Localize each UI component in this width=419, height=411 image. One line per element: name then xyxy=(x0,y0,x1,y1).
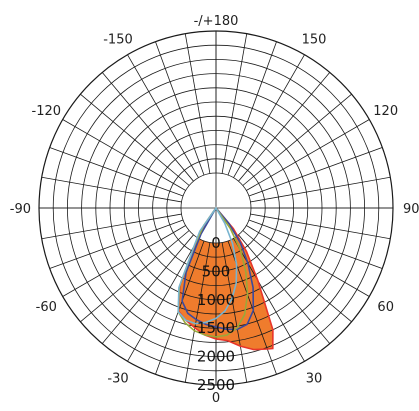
radial-tick-label: 0 xyxy=(211,234,221,252)
grid-spoke xyxy=(101,234,194,344)
grid-spoke xyxy=(248,219,383,269)
grid-spoke xyxy=(80,230,190,323)
angle-tick-label: 30 xyxy=(306,372,323,387)
angle-tick-label: 150 xyxy=(302,32,327,47)
grid-spoke xyxy=(250,176,391,203)
grid-spoke xyxy=(127,54,199,178)
grid-spoke xyxy=(233,54,305,178)
radial-tick-label: 2000 xyxy=(197,348,235,366)
angle-tick-label: -120 xyxy=(32,104,62,119)
grid-spoke xyxy=(62,119,186,191)
grid-spoke xyxy=(49,219,184,269)
series-2-line xyxy=(181,206,255,331)
radial-tick-label: 2500 xyxy=(197,376,235,394)
radial-tick-label: 1500 xyxy=(197,319,235,337)
grid-spoke xyxy=(242,230,352,323)
angle-labels: 0 30 60 90 120 150 -/+180 -150 -120 -90 -60 -30 xyxy=(10,14,419,406)
angle-tick-label: -30 xyxy=(107,372,128,387)
grid-spoke xyxy=(246,119,370,191)
grid-spoke xyxy=(184,33,211,174)
angle-tick-label: -150 xyxy=(103,32,133,47)
angle-tick-label: 60 xyxy=(377,300,394,315)
grid-spoke xyxy=(238,72,331,182)
grid-spoke xyxy=(127,238,199,362)
grid-spoke xyxy=(238,234,331,344)
grid-spoke xyxy=(184,242,211,383)
series-4-line xyxy=(177,206,238,325)
grid-spoke xyxy=(227,41,277,176)
grid-spoke xyxy=(155,240,205,375)
series-fill-layer xyxy=(178,208,273,350)
grid-spoke xyxy=(221,242,248,383)
grid-spoke xyxy=(49,147,184,197)
angle-tick-label: -/+180 xyxy=(194,14,239,29)
grid-spoke xyxy=(41,176,182,203)
grid-spoke xyxy=(41,213,182,240)
grid-spoke xyxy=(242,93,352,186)
grid-spoke xyxy=(250,213,391,240)
angle-tick-label: 0 xyxy=(212,391,220,406)
angle-tick-label: -90 xyxy=(10,202,31,217)
radial-tick-label: 1000 xyxy=(197,291,235,309)
series-1-fill xyxy=(178,208,273,350)
grid-spoke xyxy=(101,72,194,182)
grid-spoke xyxy=(233,238,305,362)
angle-tick-label: 90 xyxy=(403,202,419,217)
grid-spoke xyxy=(62,225,186,297)
grid-spoke xyxy=(248,147,383,197)
radial-tick-label: 500 xyxy=(202,262,231,280)
polar-grid xyxy=(38,30,394,386)
series-line-layer xyxy=(177,206,274,351)
grid-spoke xyxy=(246,225,370,297)
angle-tick-label: -60 xyxy=(36,300,57,315)
radial-labels: 0 500 1000 1500 2000 2500 xyxy=(197,234,235,394)
grid-spoke xyxy=(80,93,190,186)
angle-tick-label: 120 xyxy=(373,104,398,119)
grid-spoke xyxy=(221,33,248,174)
grid-spoke xyxy=(155,41,205,176)
